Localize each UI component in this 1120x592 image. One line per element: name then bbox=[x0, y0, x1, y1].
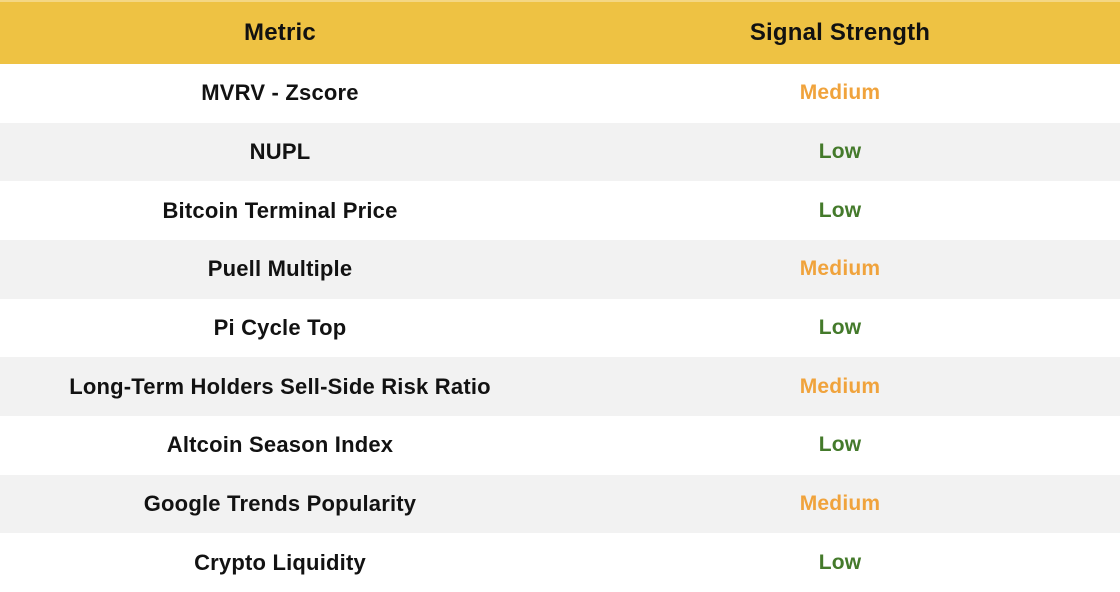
signal-strength-value: Medium bbox=[799, 257, 881, 281]
column-header-signal-strength: Signal Strength bbox=[749, 19, 931, 46]
metric-cell: NUPL bbox=[249, 139, 311, 164]
table-row: Long-Term Holders Sell-Side Risk Ratio Me… bbox=[0, 357, 1120, 417]
table-body: MVRV - Zscore Medium NUPL Low Bitcoin Termin… bbox=[0, 64, 1120, 592]
signal-strength-value: Low bbox=[818, 550, 862, 574]
signal-strength-value: Low bbox=[818, 433, 862, 457]
signal-strength-value: Low bbox=[818, 140, 862, 163]
signal-strength-value: Medium bbox=[799, 492, 881, 516]
metric-cell: Long-Term Holders Sell-Side Risk Ratio bbox=[69, 373, 491, 399]
signal-strength-value: Low bbox=[818, 198, 862, 222]
metric-cell: Pi Cycle Top bbox=[213, 315, 347, 341]
metric-cell: MVRV - Zscore bbox=[201, 80, 359, 106]
signal-strength-value: Medium bbox=[799, 81, 881, 105]
table-header-row: Metric Signal Strength bbox=[0, 0, 1120, 64]
metric-cell: Puell Multiple bbox=[207, 256, 353, 282]
signal-strength-value: Medium bbox=[799, 374, 881, 398]
metric-cell: Crypto Liquidity bbox=[194, 549, 366, 575]
table-row: Altcoin Season Index Low bbox=[0, 416, 1120, 475]
metric-cell: Bitcoin Terminal Price bbox=[162, 197, 398, 223]
table-row: Bitcoin Terminal Price Low bbox=[0, 181, 1120, 241]
table-row: Google Trends Popularity Medium bbox=[0, 474, 1120, 534]
table-row: NUPL Low bbox=[0, 122, 1120, 182]
signal-strength-value: Low bbox=[818, 316, 862, 340]
table-row: MVRV - Zscore Medium bbox=[0, 64, 1120, 123]
metric-cell: Google Trends Popularity bbox=[143, 491, 417, 517]
metric-cell: Altcoin Season Index bbox=[166, 432, 394, 458]
column-header-metric: Metric bbox=[244, 19, 316, 46]
table-row: Pi Cycle Top Low bbox=[0, 298, 1120, 358]
table-row: Crypto Liquidity Low bbox=[0, 533, 1120, 592]
table-row: Puell Multiple Medium bbox=[0, 240, 1120, 299]
